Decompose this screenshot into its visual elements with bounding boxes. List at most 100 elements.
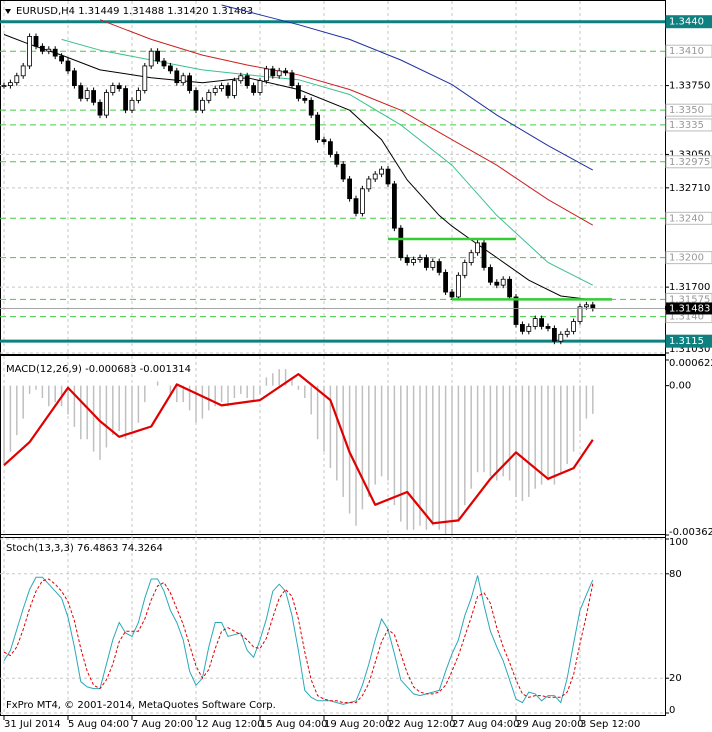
candle-body xyxy=(174,70,180,84)
candle-body xyxy=(308,99,314,116)
candle-body xyxy=(436,261,442,273)
candle-body xyxy=(135,90,141,101)
candle-body xyxy=(212,88,218,93)
candle-body xyxy=(123,88,128,111)
candle-body xyxy=(129,99,135,111)
candle-body xyxy=(167,65,173,72)
candle-body xyxy=(148,50,154,67)
y-tick-label: 80 xyxy=(669,569,682,580)
y-tick-label: 0 xyxy=(669,705,675,716)
candle-body xyxy=(443,271,449,293)
chart-title: EURUSD,H4 1.31449 1.31488 1.31420 1.3148… xyxy=(16,6,253,17)
x-tick-label: 22 Aug 12:00 xyxy=(388,719,455,730)
candle-body xyxy=(52,48,58,57)
level-label: 1.3335 xyxy=(669,120,704,131)
level-label: 1.3200 xyxy=(669,253,704,264)
candle-body xyxy=(155,50,161,62)
candle-body xyxy=(334,154,340,165)
candle-body xyxy=(27,36,33,67)
candle-body xyxy=(14,75,20,84)
stoch-title: Stoch(13,3,3) 76.4863 74.3264 xyxy=(6,543,163,554)
pane-frame xyxy=(0,0,666,355)
candle-body xyxy=(161,60,167,67)
menu-arrow[interactable] xyxy=(5,9,11,14)
candle-body xyxy=(289,72,295,87)
x-tick-label: 19 Aug 20:00 xyxy=(324,719,391,730)
stoch-line xyxy=(3,578,594,704)
candle-body xyxy=(263,68,269,82)
candle-body xyxy=(366,178,372,190)
candle-body xyxy=(238,75,244,82)
candle-body xyxy=(231,80,237,96)
candle-body xyxy=(302,97,308,101)
candle-body xyxy=(532,318,538,327)
price-label-box xyxy=(666,302,712,315)
candle-body xyxy=(526,326,532,332)
candle-body xyxy=(110,85,116,93)
candle-body xyxy=(475,242,481,254)
price-label: 1.31483 xyxy=(669,303,710,314)
footer: FxPro MT4, © 2001-2014, MetaQuotes Softw… xyxy=(6,700,276,711)
x-tick-label: 27 Aug 04:00 xyxy=(452,719,519,730)
candle-body xyxy=(193,90,199,111)
candle-body xyxy=(347,178,353,200)
candle-body xyxy=(385,168,391,185)
candle-body xyxy=(225,85,231,96)
y-tick-label: 1.31700 xyxy=(669,282,710,293)
candle-body xyxy=(590,304,596,309)
candle-body xyxy=(404,257,410,263)
moving-average xyxy=(3,34,593,301)
level-label-box xyxy=(665,103,712,117)
moving-average xyxy=(99,19,594,226)
candle-body xyxy=(78,85,84,99)
candle-body xyxy=(84,90,90,99)
candle-body xyxy=(481,242,487,268)
candle-body xyxy=(577,306,583,322)
candle-body xyxy=(72,70,77,87)
candle-body xyxy=(40,45,45,52)
candle-body xyxy=(571,321,576,332)
level-label-box xyxy=(665,155,712,169)
x-tick-label: 29 Aug 20:00 xyxy=(516,719,583,730)
level-label-box xyxy=(665,15,712,29)
candle-body xyxy=(379,168,385,175)
x-tick-label: 15 Aug 04:00 xyxy=(260,719,327,730)
candle-body xyxy=(244,75,250,87)
candle-body xyxy=(449,291,455,298)
level-label: 1.3240 xyxy=(669,213,704,224)
candle-body xyxy=(251,85,257,93)
macd-signal xyxy=(3,373,594,525)
candle-body xyxy=(391,183,397,229)
level-label-box xyxy=(665,211,712,225)
level-label: 1.3350 xyxy=(669,105,704,116)
level-label: 1.3410 xyxy=(669,46,704,57)
moving-average xyxy=(221,4,594,171)
candle-body xyxy=(1,85,7,88)
candle-body xyxy=(97,101,103,116)
level-label-box xyxy=(665,44,712,58)
candle-body xyxy=(455,274,461,298)
candle-body xyxy=(321,139,327,143)
candle-body xyxy=(584,304,589,308)
candle-body xyxy=(539,318,544,327)
candle-body xyxy=(206,92,212,101)
x-tick-label: 31 Jul 2014 xyxy=(4,719,61,730)
x-tick-label: 5 Aug 04:00 xyxy=(68,719,129,730)
candle-body xyxy=(65,60,71,72)
candle-body xyxy=(552,328,557,342)
moving-average xyxy=(61,38,594,286)
candle-body xyxy=(199,99,205,111)
stoch-line xyxy=(3,575,594,705)
candle-body xyxy=(327,141,333,155)
pane-frame xyxy=(0,534,666,716)
candle-body xyxy=(487,267,493,283)
candle-body xyxy=(500,278,506,286)
candle-body xyxy=(558,333,564,342)
candle-body xyxy=(359,188,365,214)
level-label: 1.3440 xyxy=(669,17,704,28)
level-label-box xyxy=(665,251,712,265)
candle-body xyxy=(276,70,282,77)
candle-body xyxy=(545,326,551,329)
y-tick-label: 0.00 xyxy=(669,381,691,392)
